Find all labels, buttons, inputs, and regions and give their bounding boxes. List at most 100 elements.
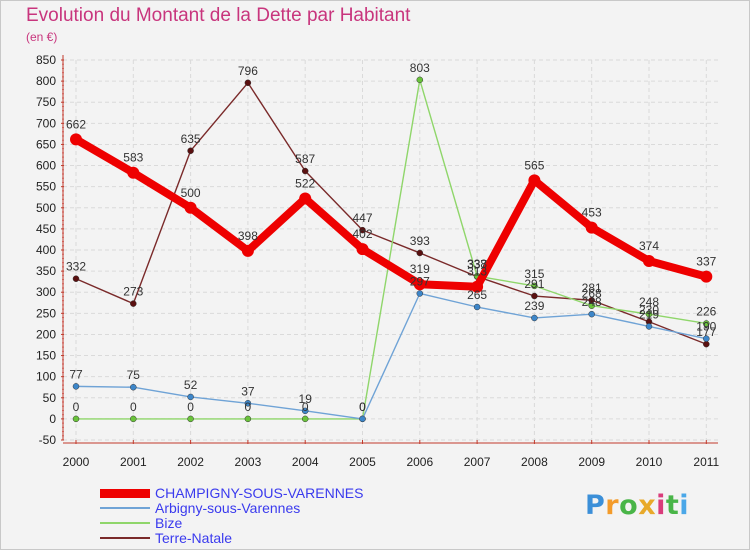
legend-label: Arbigny-sous-Varennes [155, 500, 301, 516]
legend-item: Arbigny-sous-Varennes [100, 501, 430, 516]
x-tick-label: 2005 [349, 455, 376, 469]
data-label: 273 [123, 285, 143, 299]
y-tick-label: 200 [36, 327, 56, 341]
data-point [588, 302, 595, 309]
logo-letter: P [585, 490, 606, 521]
data-label: 803 [410, 61, 430, 75]
data-label: 291 [524, 277, 544, 291]
logo-letter: i [656, 490, 666, 521]
axis-layer: -50 0 50 100 150 200 250 300 350 400 450 500 550 600 6… [36, 53, 720, 469]
data-label: 315 [524, 267, 544, 281]
x-tick-label: 2009 [578, 455, 605, 469]
data-point [127, 166, 140, 179]
data-point [130, 300, 137, 307]
data-label: 268 [582, 287, 602, 301]
data-label: 0 [359, 400, 366, 414]
data-point [645, 310, 653, 318]
x-tick-label: 2000 [63, 455, 90, 469]
data-label: 0 [130, 400, 137, 414]
data-point [471, 280, 484, 293]
series-line [72, 135, 711, 291]
data-point [359, 226, 366, 234]
y-tick-label: 150 [36, 349, 56, 363]
data-label: 226 [696, 304, 716, 318]
data-point [187, 393, 194, 401]
legend-swatch [100, 522, 150, 524]
data-label: 319 [410, 262, 430, 276]
data-point [356, 243, 369, 256]
data-label: 374 [639, 239, 659, 253]
y-tick-label: -50 [39, 433, 57, 447]
data-label: 77 [69, 367, 83, 381]
data-label: 587 [295, 152, 315, 166]
data-point [299, 192, 312, 205]
x-tick-label: 2004 [292, 455, 319, 469]
data-label: 0 [73, 400, 80, 414]
data-point [588, 310, 595, 318]
data-label: 177 [696, 325, 716, 339]
data-label: 565 [524, 158, 544, 172]
data-label: 313 [467, 265, 487, 279]
data-point [241, 244, 254, 257]
data-label: 265 [467, 288, 487, 302]
legend-item: Terre-Natale [100, 531, 430, 546]
x-tick-label: 2006 [406, 455, 433, 469]
data-label: 248 [639, 295, 659, 309]
data-point [301, 407, 309, 415]
chart-unit: (en €) [26, 30, 58, 44]
data-point [473, 303, 481, 311]
y-tick-label: 750 [36, 95, 56, 109]
data-point [413, 278, 426, 291]
y-tick-label: 600 [36, 159, 56, 173]
x-tick-label: 2010 [636, 455, 663, 469]
data-label: 522 [295, 176, 315, 190]
data-label: 190 [696, 320, 716, 334]
data-point [643, 254, 655, 267]
legend-item: CHAMPIGNY-SOUS-VARENNES [100, 486, 430, 501]
legend-swatch [100, 537, 150, 539]
data-point [416, 249, 424, 257]
logo-letter: i [679, 490, 690, 521]
data-point [187, 147, 194, 155]
y-tick-label: 800 [36, 74, 56, 88]
logo-letter: t [665, 490, 680, 521]
y-tick-label: 550 [36, 180, 56, 194]
data-label: 393 [410, 234, 430, 248]
y-tick-label: 300 [36, 285, 56, 299]
data-label: 297 [410, 274, 430, 288]
data-label: 0 [359, 400, 366, 414]
x-tick-label: 2007 [464, 455, 491, 469]
data-point [528, 174, 541, 187]
data-point [416, 76, 424, 84]
data-label-layer: 332 273 635 796 587 447 393 337 291 281 230 177 0 0 0 0… [66, 61, 717, 414]
data-point [72, 383, 80, 390]
data-label: 796 [238, 64, 258, 78]
data-label: 281 [582, 281, 602, 295]
data-point [244, 415, 252, 423]
data-label: 500 [181, 186, 201, 200]
data-point [359, 415, 366, 423]
logo-letter: x [638, 490, 657, 521]
data-label: 337 [696, 255, 716, 269]
data-label: 0 [245, 400, 252, 414]
data-label: 239 [524, 299, 544, 313]
data-label: 230 [639, 303, 659, 317]
legend-label: Bize [155, 515, 183, 531]
legend-label: Terre-Natale [155, 530, 233, 546]
data-label: 75 [127, 368, 141, 382]
y-tick-label: 850 [36, 53, 56, 67]
data-label: 52 [184, 378, 198, 392]
proxiti-logo: Proxiti [585, 490, 689, 521]
y-tick-label: 700 [36, 116, 56, 130]
data-point [244, 400, 252, 407]
data-label: 635 [181, 132, 201, 146]
legend-label: CHAMPIGNY-SOUS-VARENNES [155, 485, 364, 501]
data-point [531, 314, 538, 322]
data-label: 402 [352, 227, 372, 241]
series-line [75, 292, 707, 420]
data-point [531, 292, 538, 300]
legend-swatch [100, 489, 150, 498]
data-label: 19 [299, 392, 313, 406]
